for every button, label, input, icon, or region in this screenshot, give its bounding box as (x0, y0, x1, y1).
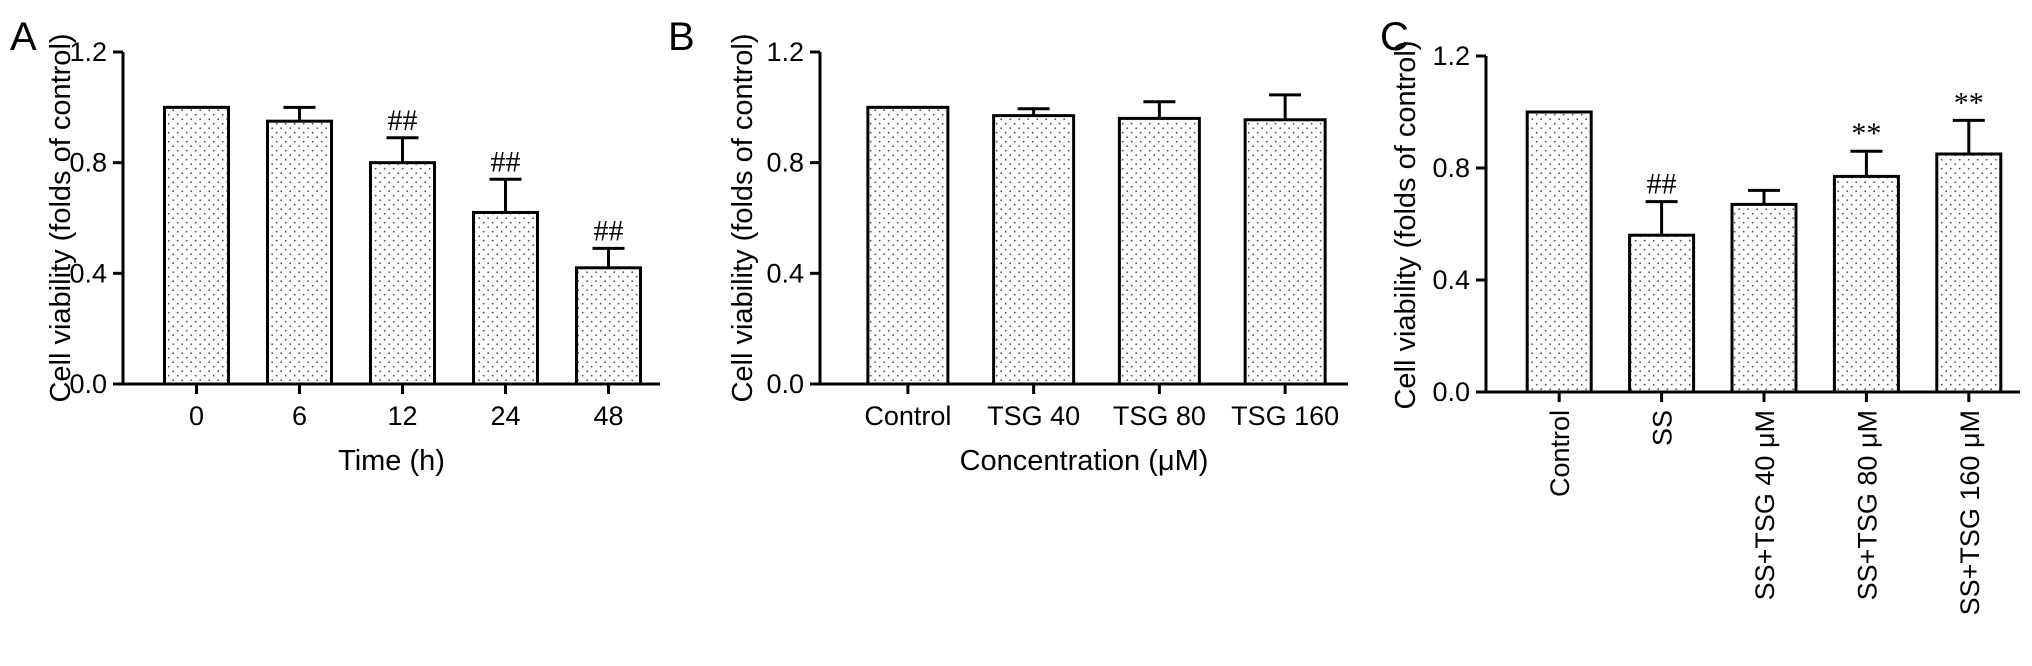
significance-label: ## (491, 145, 521, 178)
bar-3 (1832, 174, 1900, 394)
y-tick-label: 0.0 (766, 369, 804, 399)
y-tick-label: 0.8 (69, 148, 107, 178)
bar-3 (472, 210, 539, 386)
x-tick-label: 24 (490, 401, 520, 431)
x-tick-label: TSG 40 (987, 401, 1080, 431)
bar-2 (1117, 116, 1201, 386)
bar-0 (163, 105, 230, 386)
x-axis-title: Concentration (μM) (960, 445, 1209, 477)
x-tick-label: 0 (189, 401, 204, 431)
y-tick-label: 0.0 (69, 369, 107, 399)
panel-letter-c: C (1380, 15, 1409, 59)
y-tick-label: 1.2 (69, 37, 107, 67)
y-axis-title: Cell viability (folds of control) (1390, 40, 1422, 409)
panel-letter-b: B (668, 15, 695, 59)
bar-1 (992, 114, 1076, 386)
bar-1 (1628, 233, 1696, 394)
significance-label: ## (388, 104, 418, 137)
significance-label: ** (1954, 86, 1984, 119)
x-tick-label: TSG 160 (1231, 401, 1339, 431)
x-tick-label: SS+TSG 160 μM (1955, 410, 1985, 615)
y-tick-label: 1.2 (766, 37, 804, 67)
panel-letter-a: A (10, 15, 37, 59)
x-tick-label: SS (1648, 410, 1678, 446)
y-axis-title: Cell viability (folds of control) (45, 33, 77, 402)
bar-4 (1935, 152, 2003, 394)
bar-2 (1730, 202, 1798, 394)
x-tick-label: Control (864, 401, 951, 431)
bar-0 (1525, 110, 1593, 394)
significance-label: ## (594, 214, 624, 247)
x-tick-label: 6 (292, 401, 307, 431)
bar-4 (575, 266, 642, 386)
x-tick-label: TSG 80 (1113, 401, 1206, 431)
significance-label: ** (1851, 117, 1881, 150)
bar-2 (369, 161, 436, 386)
x-tick-label: 48 (593, 401, 623, 431)
significance-label: ## (1647, 168, 1677, 201)
x-tick-label: Control (1545, 410, 1575, 497)
bar-3 (1243, 118, 1327, 386)
x-tick-label: SS+TSG 80 μM (1852, 410, 1882, 600)
y-tick-label: 0.4 (1432, 265, 1470, 295)
y-tick-label: 0.4 (766, 258, 804, 288)
x-tick-label: SS+TSG 40 μM (1750, 410, 1780, 600)
y-axis-title: Cell viability (folds of control) (727, 33, 759, 402)
bar-1 (266, 119, 333, 386)
bar-0 (866, 105, 950, 386)
x-axis-title: Time (h) (338, 445, 445, 477)
y-tick-label: 0.4 (69, 258, 107, 288)
y-tick-label: 0.0 (1432, 377, 1470, 407)
panel-c: C 0.0 0.4 0.8 1.2 Cell viability (folds of co… (1380, 15, 2020, 615)
y-tick-label: 0.8 (1432, 153, 1470, 183)
y-tick-label: 0.8 (766, 148, 804, 178)
y-tick-label: 1.2 (1432, 41, 1470, 71)
x-tick-label: 12 (387, 401, 417, 431)
